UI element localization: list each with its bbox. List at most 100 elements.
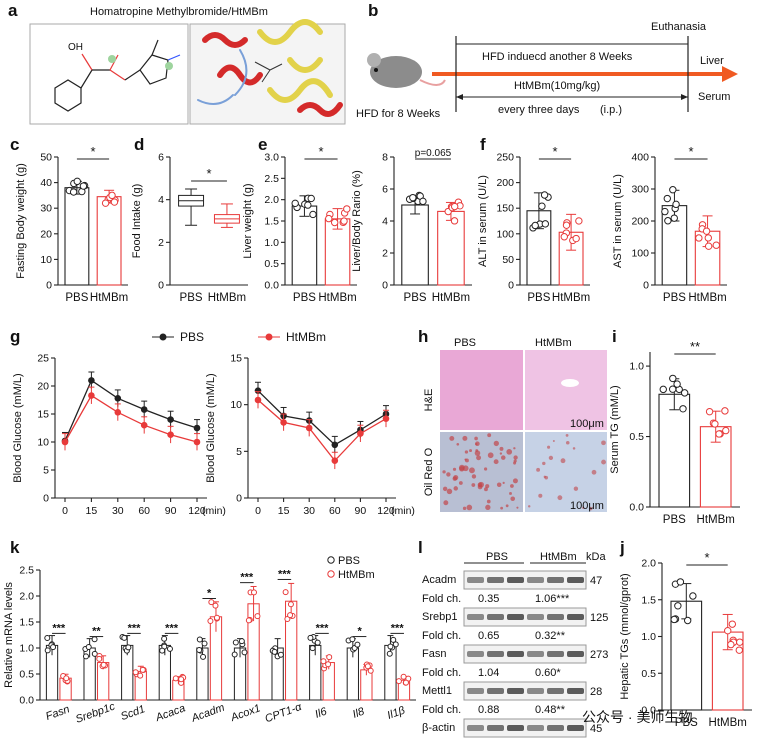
y-tick-label: 300 [631, 184, 649, 196]
data-point [728, 620, 737, 628]
lipid-droplet [487, 433, 492, 438]
x-tick-label: HtMBm [688, 292, 726, 304]
significance-label: * [704, 550, 709, 565]
significance-label: * [207, 587, 212, 599]
data-point [343, 205, 351, 213]
data-point [320, 658, 327, 665]
wb-kda-label: kDa [586, 551, 606, 563]
data-point [201, 640, 208, 647]
bar-htmbm [96, 196, 122, 286]
gene-label: Srebp1c [74, 700, 117, 725]
lipid-droplet [471, 483, 476, 487]
label-a: a [8, 1, 18, 20]
data-point [663, 194, 671, 203]
y-tick-label: 0.0 [629, 502, 644, 514]
he-scale-label: 100μm [570, 418, 604, 430]
data-point [450, 202, 459, 211]
wb-band [567, 688, 584, 694]
label-l: l [418, 538, 423, 557]
x-tick-label: 30 [112, 505, 124, 517]
label-k: k [10, 538, 20, 557]
panel-g-legend: PBS HtMBm [152, 330, 326, 344]
y-tick-label: 2 [382, 248, 388, 260]
lipid-droplet [462, 465, 469, 472]
y-tick-label: 5 [43, 465, 49, 477]
chart-f-alt: 0 50 100 150 200 250 ALT in serum (U/L) PBS HtMB… [477, 144, 590, 304]
data-point [79, 182, 88, 190]
lipid-droplet [446, 472, 451, 477]
data-point [715, 430, 723, 438]
wb-membrane [463, 644, 587, 664]
point-htmbm [167, 431, 174, 439]
wb-kda-value: 47 [590, 575, 602, 587]
chart-d-food-intake: 0 2 4 6 Food Intake (g) PBS HtMBm * [131, 152, 248, 304]
y-tick-label: 1.5 [19, 617, 34, 629]
data-point [100, 661, 107, 668]
data-point [110, 198, 119, 206]
data-point [722, 426, 730, 435]
wb-band [467, 577, 484, 583]
wb-band [507, 725, 524, 731]
point-htmbm [193, 438, 201, 446]
data-point [661, 207, 669, 216]
y-axis-label: Liver weight (g) [242, 183, 254, 258]
wb-band [507, 688, 524, 694]
lipid-droplet [456, 442, 460, 446]
frequency-label: every three days [498, 104, 580, 116]
label-h: h [418, 327, 428, 346]
y-tick-label: 1.0 [264, 237, 279, 249]
series-line-pbs [64, 379, 198, 442]
lipid-droplet [582, 506, 585, 509]
wb-band [467, 725, 484, 731]
point-pbs [254, 387, 262, 394]
data-point [572, 234, 580, 243]
x-tick-label: PBS [663, 514, 686, 526]
hbond-marker-2 [165, 62, 173, 70]
panel-a-title: Homatropine Methylbromide/HtMBm [90, 6, 268, 18]
series-line-htmbm [64, 394, 198, 443]
wb-fold-label: Fold ch. [422, 704, 461, 716]
liver-output-label: Liver [700, 55, 724, 67]
wb-band [527, 614, 544, 620]
lipid-droplet [453, 474, 459, 481]
point-pbs [140, 406, 148, 413]
wb-membrane [463, 607, 587, 627]
y-tick-label: 0 [382, 280, 388, 292]
y-tick-label: 40 [40, 177, 52, 189]
y-tick-label: 0.0 [641, 705, 656, 717]
data-point [326, 654, 333, 661]
wb-kda-value: 125 [590, 612, 608, 624]
lipid-droplet [449, 435, 455, 441]
wb-band [507, 577, 524, 583]
x-tick-label: HtMBm [709, 717, 747, 729]
label-c: c [10, 135, 19, 154]
lipid-droplet [560, 458, 566, 464]
data-point [309, 645, 316, 652]
chart-i-serum-tg: 0.0 0.5 1.0 Serum TG (mM/L) PBS HtMBm ** [609, 339, 740, 526]
y-tick-label: 1.0 [641, 631, 656, 643]
y-tick-label: 200 [631, 216, 649, 228]
x-unit-label: (min) [391, 505, 415, 517]
data-point [669, 186, 677, 194]
chart-e-liver-weight: 0.0 0.5 1.0 1.5 2.0 2.5 3.0 Liver weight (g) PBS… [242, 144, 357, 304]
y-tick-label: 15 [230, 353, 242, 365]
lipid-droplet [513, 455, 518, 460]
data-point [736, 638, 744, 646]
wb-band [567, 651, 584, 657]
oro-scale-label: 100μm [570, 500, 604, 512]
y-axis-label: Blood Glucose (mM/L) [12, 373, 24, 482]
y-tick-label: 30 [40, 203, 52, 215]
y-tick-label: 50 [502, 254, 514, 266]
lipid-droplet [601, 459, 606, 465]
data-point [196, 646, 203, 653]
point-pbs [114, 395, 122, 402]
data-point [238, 638, 245, 645]
lipid-droplet [591, 469, 597, 475]
data-point [325, 214, 333, 223]
point-pbs [193, 424, 201, 432]
lipid-droplet [478, 481, 484, 488]
x-tick-label: 120 [377, 505, 395, 517]
data-point [172, 675, 179, 682]
data-point [271, 648, 278, 655]
data-point [291, 199, 299, 208]
